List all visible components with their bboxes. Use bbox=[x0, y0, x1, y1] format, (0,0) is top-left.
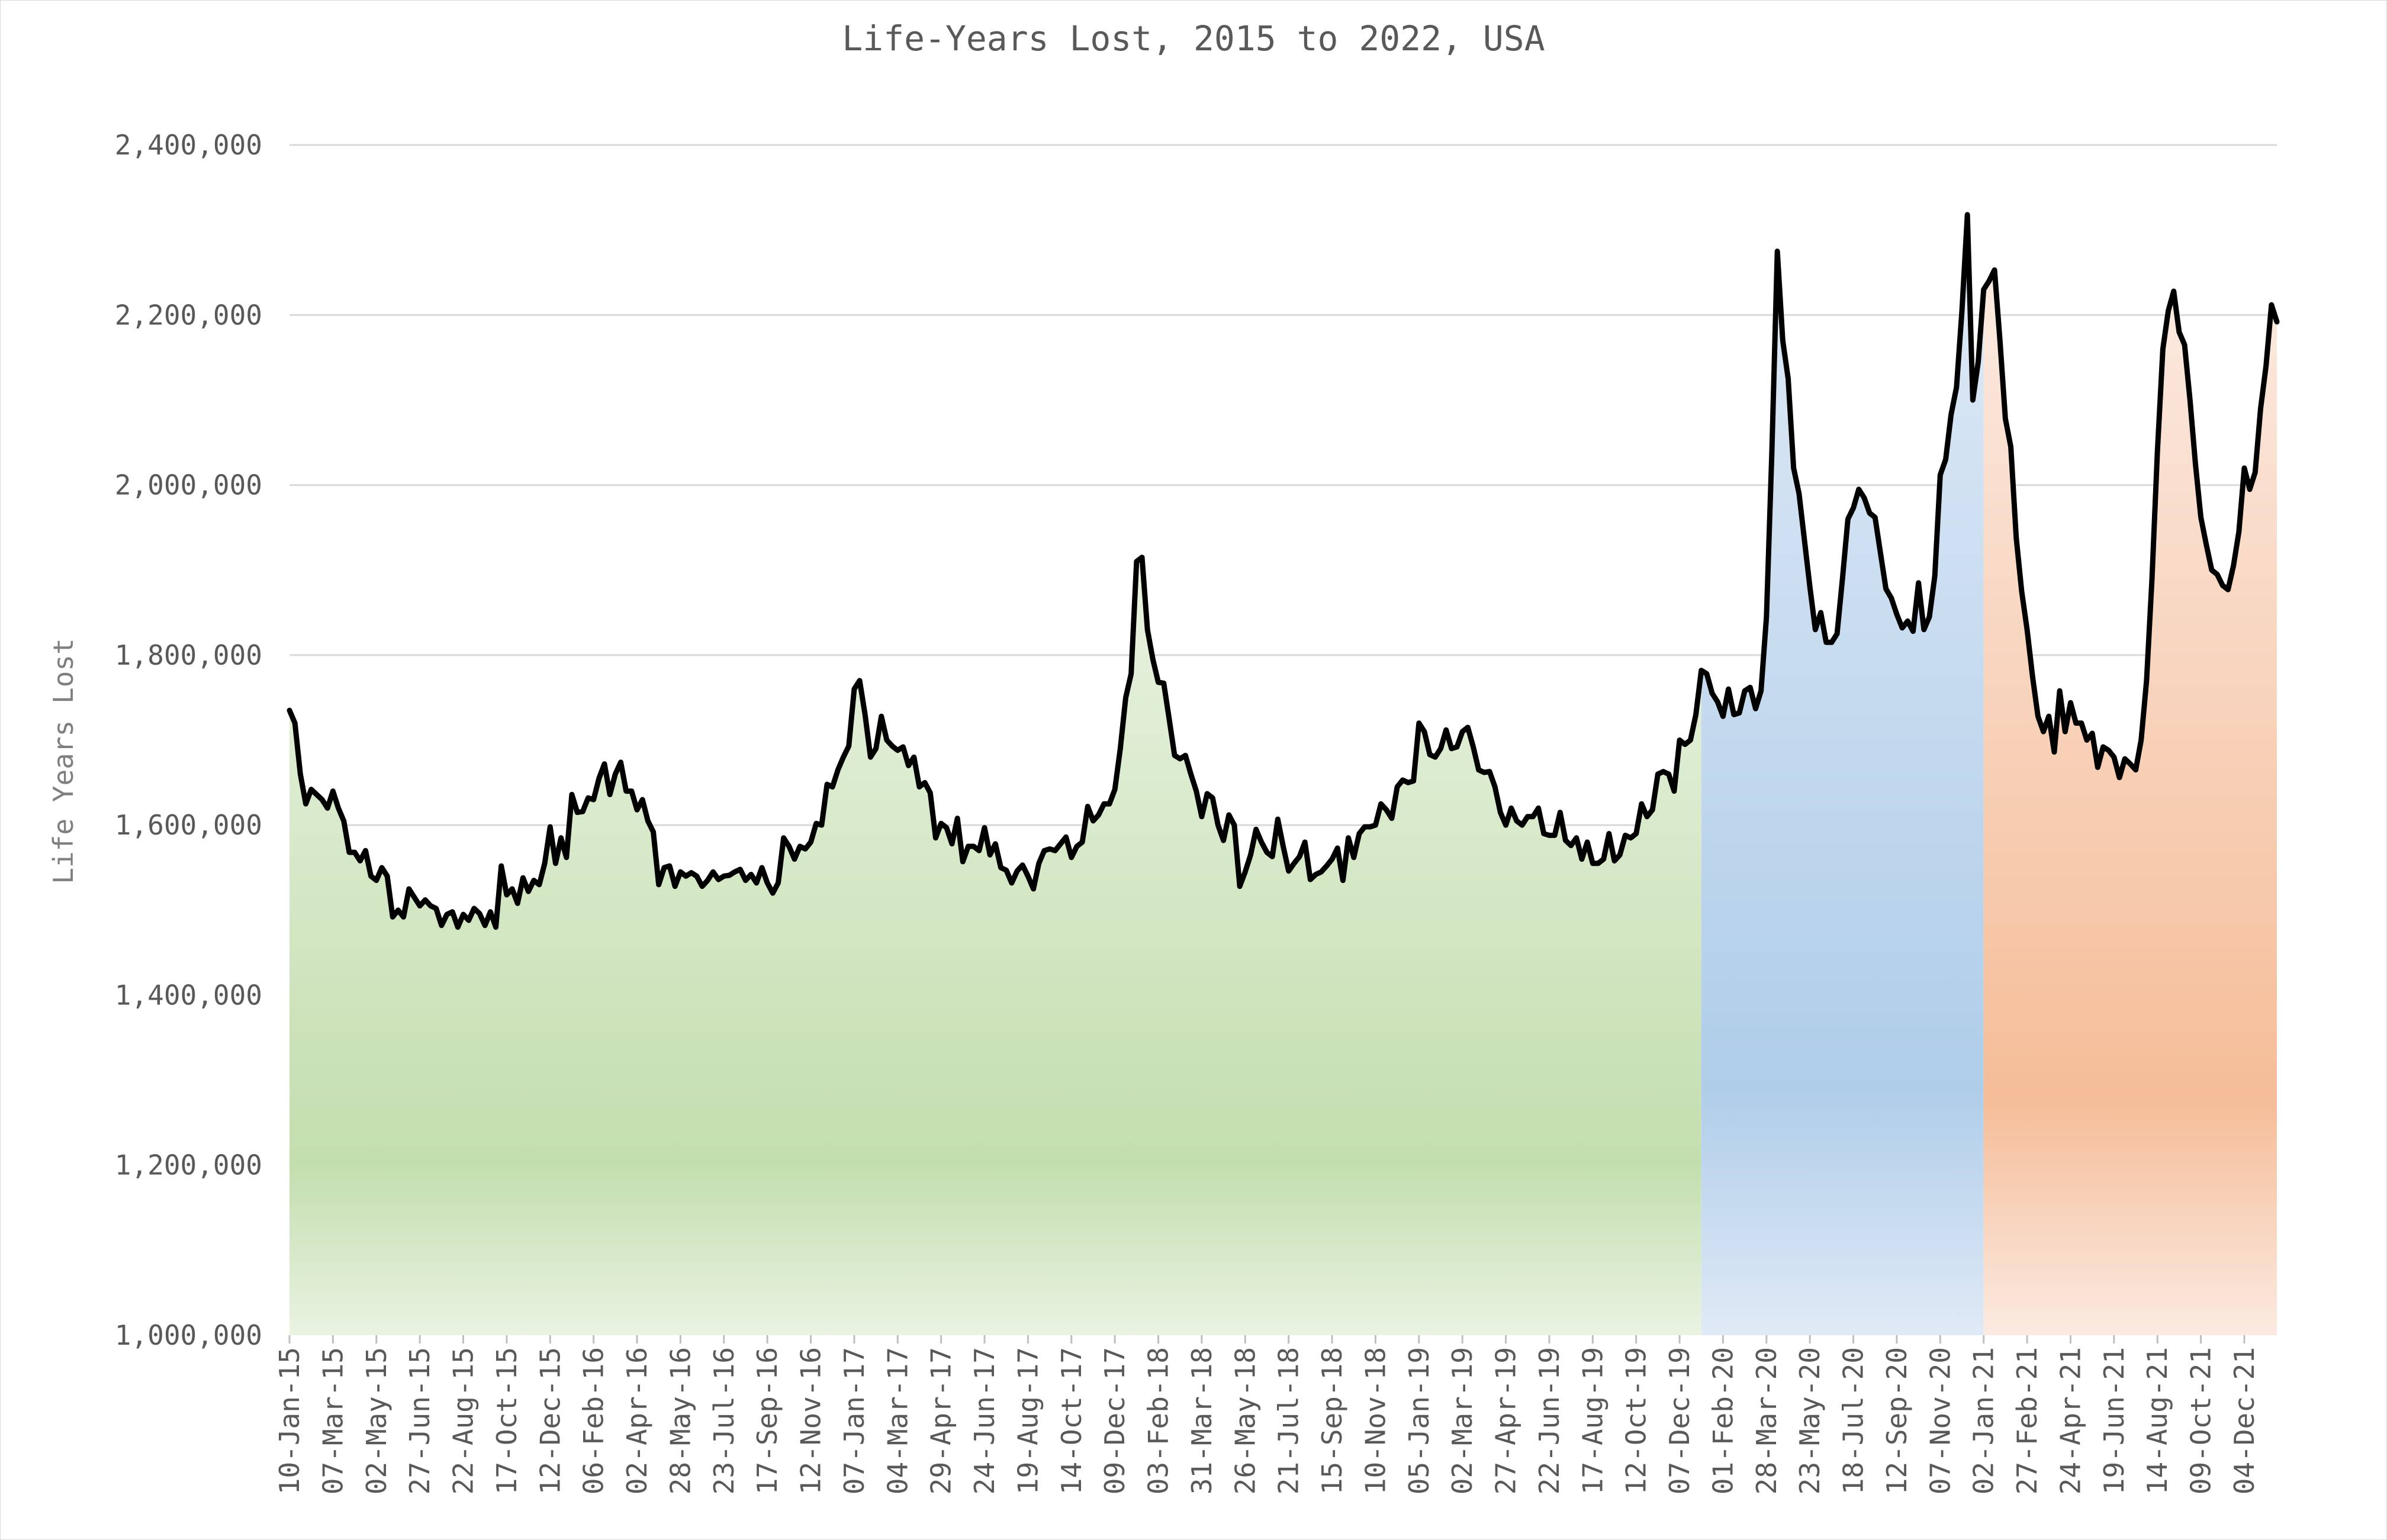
area-2015-2019 bbox=[289, 557, 1701, 1336]
x-tick-label: 10-Nov-18 bbox=[1359, 1347, 1391, 1494]
y-tick-label: 2,200,000 bbox=[115, 299, 262, 331]
x-tick-label: 06-Feb-16 bbox=[578, 1347, 610, 1494]
x-tick-label: 12-Sep-20 bbox=[1881, 1347, 1913, 1494]
x-tick-label: 22-Jun-19 bbox=[1533, 1347, 1565, 1494]
x-tick-label: 14-Aug-21 bbox=[2141, 1347, 2173, 1494]
x-tick-label: 02-Jan-21 bbox=[1968, 1347, 2000, 1494]
chart-title: Life-Years Lost, 2015 to 2022, USA bbox=[842, 18, 1545, 59]
y-axis-ticks: 1,000,000 1,200,000 1,400,000 1,600,000 1,80… bbox=[115, 129, 262, 1351]
x-tick-label: 22-Aug-15 bbox=[448, 1347, 480, 1494]
series-line bbox=[287, 212, 2280, 930]
x-tick-label: 10-Jan-15 bbox=[274, 1347, 305, 1494]
x-tick-label: 27-Apr-19 bbox=[1490, 1347, 1522, 1494]
x-tick-label: 12-Oct-19 bbox=[1620, 1347, 1652, 1494]
x-tick-label: 02-Mar-19 bbox=[1446, 1347, 1478, 1494]
x-tick-label: 04-Dec-21 bbox=[2228, 1347, 2260, 1494]
x-tick-label: 28-Mar-20 bbox=[1751, 1347, 1783, 1494]
x-tick-label: 01-Feb-20 bbox=[1707, 1347, 1739, 1494]
x-tick-label: 02-Apr-16 bbox=[621, 1347, 653, 1494]
x-tick-label: 04-Mar-17 bbox=[882, 1347, 913, 1494]
y-tick-label: 2,400,000 bbox=[115, 129, 262, 161]
x-tick-label: 15-Sep-18 bbox=[1316, 1347, 1348, 1494]
x-tick-label: 17-Sep-16 bbox=[751, 1347, 783, 1494]
x-tick-label: 07-Dec-19 bbox=[1664, 1347, 1696, 1494]
x-tick-label: 12-Nov-16 bbox=[795, 1347, 827, 1494]
x-tick-label: 23-May-20 bbox=[1794, 1347, 1826, 1494]
area-2020 bbox=[1701, 214, 1984, 1335]
x-tick-label: 28-May-16 bbox=[664, 1347, 696, 1494]
x-tick-label: 26-May-18 bbox=[1229, 1347, 1261, 1494]
y-tick-label: 1,600,000 bbox=[115, 809, 262, 841]
x-tick-label: 03-Feb-18 bbox=[1143, 1347, 1175, 1494]
y-tick-label: 1,200,000 bbox=[115, 1149, 262, 1181]
x-tick-label: 19-Aug-17 bbox=[1012, 1347, 1044, 1494]
x-tick-label: 07-Mar-15 bbox=[317, 1347, 349, 1494]
x-tick-label: 07-Jan-17 bbox=[838, 1347, 870, 1494]
x-tick-label: 24-Apr-21 bbox=[2054, 1347, 2086, 1494]
area-fills bbox=[289, 214, 2277, 1336]
y-tick-label: 1,400,000 bbox=[115, 979, 262, 1011]
x-tick-label: 02-May-15 bbox=[361, 1347, 393, 1494]
y-tick-label: 1,800,000 bbox=[115, 639, 262, 671]
y-tick-label: 2,000,000 bbox=[115, 469, 262, 501]
area-2021 bbox=[1983, 270, 2277, 1335]
y-tick-label: 1,000,000 bbox=[115, 1319, 262, 1351]
x-tick-label: 12-Dec-15 bbox=[534, 1347, 566, 1494]
x-tick-label: 18-Jul-20 bbox=[1838, 1347, 1870, 1494]
x-tick-label: 23-Jul-16 bbox=[708, 1347, 740, 1494]
x-tick-label: 24-Jun-17 bbox=[969, 1347, 1001, 1494]
x-tick-label: 29-Apr-17 bbox=[925, 1347, 957, 1494]
x-tick-label: 31-Mar-18 bbox=[1186, 1347, 1218, 1494]
x-tick-label: 07-Nov-20 bbox=[1924, 1347, 1956, 1494]
series-line-group bbox=[287, 212, 2280, 930]
x-tick-label: 14-Oct-17 bbox=[1056, 1347, 1088, 1494]
x-tick-label: 17-Aug-19 bbox=[1577, 1347, 1609, 1494]
x-tick-label: 27-Jun-15 bbox=[404, 1347, 436, 1494]
x-tick-label: 19-Jun-21 bbox=[2098, 1347, 2130, 1494]
x-tick-label: 09-Oct-21 bbox=[2185, 1347, 2217, 1494]
x-tick-label: 17-Oct-15 bbox=[491, 1347, 523, 1494]
y-axis-title: Life Years Lost bbox=[47, 638, 79, 884]
x-tick-label: 27-Feb-21 bbox=[2011, 1347, 2043, 1494]
x-tick-label: 05-Jan-19 bbox=[1403, 1347, 1435, 1494]
x-tick-label: 09-Dec-17 bbox=[1099, 1347, 1131, 1494]
x-tick-label: 21-Jul-18 bbox=[1273, 1347, 1305, 1494]
x-axis-ticks: 10-Jan-15 07-Mar-15 02-May-15 27-Jun-15 22-A… bbox=[274, 1335, 2260, 1494]
